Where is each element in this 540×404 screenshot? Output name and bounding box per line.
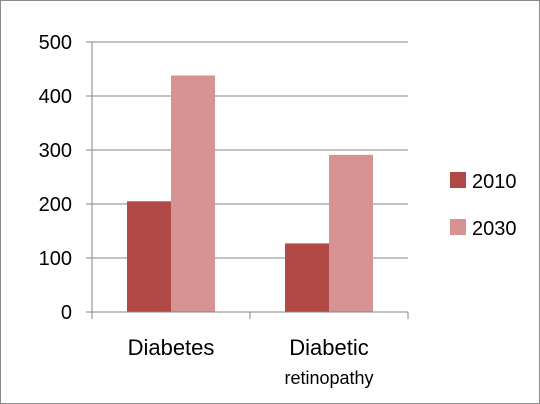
bars [127,75,373,312]
legend-swatch [450,219,466,235]
bar-2010 [285,243,329,312]
y-tick-label: 0 [61,302,72,324]
y-tick-labels: 0 100 200 300 400 500 [39,32,72,324]
y-tick-label: 500 [39,32,72,54]
x-tick-labels: Diabetes Diabetic retinopathy [128,335,374,388]
bar-2030 [171,75,215,312]
axes [86,41,409,319]
legend-swatch [450,172,466,188]
legend-label: 2010 [472,171,517,193]
x-tick-label: retinopathy [284,368,373,388]
y-tick-label: 400 [39,86,72,108]
x-tick-label: Diabetic [289,335,368,360]
legend: 2010 2030 [450,171,517,240]
y-tick-label: 200 [39,194,72,216]
x-tick-label: Diabetes [128,335,215,360]
bar-2010 [127,201,171,312]
bar-2030 [329,154,373,312]
legend-label: 2030 [472,218,517,240]
y-tick-label: 100 [39,248,72,270]
y-tick-label: 300 [39,140,72,162]
